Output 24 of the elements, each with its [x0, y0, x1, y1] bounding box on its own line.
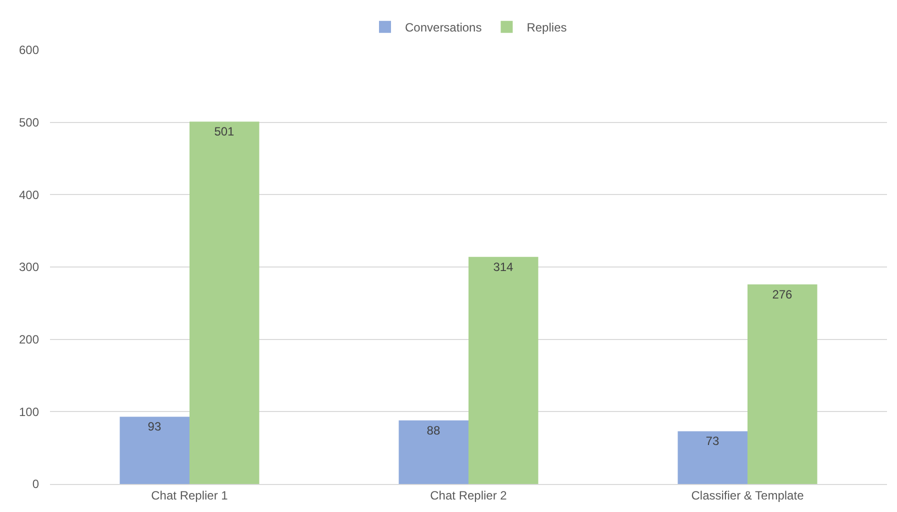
x-tick-label: Chat Replier 1 [151, 488, 228, 502]
legend-label: Conversations [405, 20, 482, 34]
data-label: 314 [493, 260, 514, 274]
y-tick-label: 500 [18, 116, 40, 130]
data-label: 276 [772, 287, 793, 302]
bar [678, 431, 748, 484]
y-tick-label: 100 [18, 404, 40, 419]
legend-label: Replies [526, 20, 567, 34]
y-tick-label: 0 [32, 477, 40, 492]
bar [190, 122, 260, 484]
bar [398, 420, 468, 484]
x-tick-label: Classifier & Template [691, 488, 804, 502]
y-tick-label: 200 [18, 332, 40, 347]
y-tick-label: 300 [18, 260, 40, 274]
y-tick-label: 400 [18, 188, 40, 202]
data-label: 93 [148, 420, 162, 434]
y-tick-label: 600 [18, 43, 40, 58]
data-label: 501 [214, 124, 235, 139]
bar [748, 284, 818, 484]
x-tick-label: Chat Replier 2 [430, 488, 508, 502]
data-label: 88 [426, 423, 440, 438]
data-label: 73 [706, 434, 720, 448]
bar [120, 416, 190, 484]
bar [468, 256, 538, 484]
